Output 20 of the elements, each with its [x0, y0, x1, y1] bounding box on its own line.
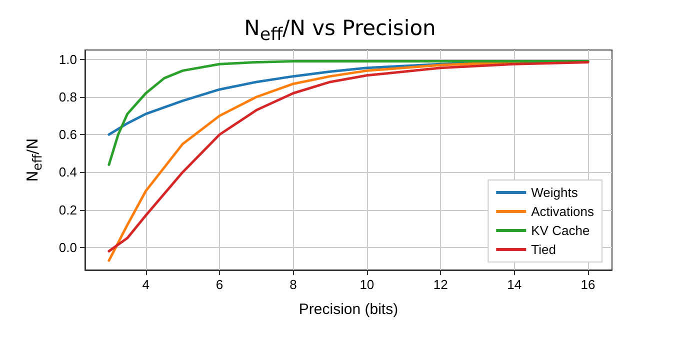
x-tick-label: 14 — [507, 277, 522, 292]
legend-label: KV Cache — [531, 223, 590, 238]
x-tick-label: 6 — [216, 277, 224, 292]
y-tick-label: 0.4 — [58, 164, 77, 180]
x-tick-label: 10 — [360, 277, 374, 292]
y-tick-label: 1.0 — [58, 52, 77, 67]
x-tick-label: 12 — [433, 277, 448, 292]
line-series — [108, 60, 590, 166]
x-tick-label: 4 — [142, 277, 150, 292]
y-tick-label: 0.8 — [58, 90, 77, 105]
legend-label: Activations — [531, 204, 594, 219]
y-tick-label: 0.2 — [58, 202, 77, 218]
y-tick-label: 0.0 — [58, 240, 77, 255]
x-axis-title: Precision (bits) — [298, 301, 398, 318]
x-tick-label: 8 — [290, 277, 297, 292]
legend-label: Tied — [531, 242, 556, 257]
legend-label: Weights — [531, 185, 578, 200]
y-tick-label: 0.6 — [58, 127, 77, 142]
x-tick-label: 16 — [580, 277, 596, 292]
chart-title: N$_{eff}$/N vs Precision — [243, 16, 437, 46]
